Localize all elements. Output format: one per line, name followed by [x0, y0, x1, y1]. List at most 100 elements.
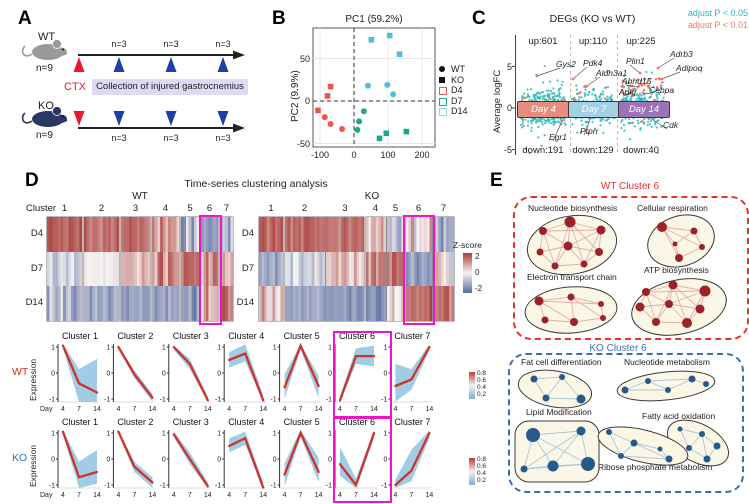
- lineplot-xtick: 4: [393, 492, 397, 499]
- lineplot-xtick: 4: [338, 492, 342, 499]
- membership-band: [63, 344, 97, 402]
- membership-colorbar: [469, 458, 475, 485]
- lineplot-ytick: 0: [273, 457, 277, 464]
- membership-colorbar: [469, 372, 475, 399]
- zscore-tick: 0: [475, 268, 480, 277]
- wt-heatmap-cluster-6: [201, 217, 218, 321]
- ko-heatmap-cluster-2: [284, 217, 325, 321]
- lineplot-ytick: -1: [49, 397, 55, 404]
- mean-expression-line: [61, 430, 99, 479]
- deg-ylabel: Average logFC: [492, 69, 503, 133]
- pca-point: [383, 130, 390, 137]
- heatmap-row: [152, 251, 179, 287]
- network-node: [559, 374, 565, 380]
- wt-heatmap-label: WT: [132, 191, 148, 202]
- pca-point: [324, 93, 331, 99]
- wt-row-label: D7: [30, 262, 43, 274]
- network-node: [534, 296, 544, 306]
- network-node: [672, 241, 678, 247]
- ko-cluster6-networks: [514, 369, 729, 483]
- deg-up-count: up:225: [626, 36, 656, 47]
- lineplot-ytick: -1: [160, 483, 166, 490]
- mean-expression-line: [283, 430, 320, 476]
- lineplot-xtick: 14: [149, 492, 157, 499]
- network-node: [699, 431, 705, 437]
- lineplot-ytick: 1: [383, 345, 387, 352]
- mouse-icon: [21, 39, 68, 60]
- pca-point: [368, 37, 375, 43]
- lineplot-ytick: 1: [383, 431, 387, 438]
- heatmap-row: [405, 217, 432, 252]
- lineplot-xtick: 4: [172, 492, 176, 499]
- go-term-label-cellular-respiration: Cellular respiration: [637, 203, 708, 213]
- gene-label-egr1: Egr1: [549, 132, 567, 142]
- heatmap-row: [433, 217, 454, 252]
- membership-tick: 0.8: [477, 370, 487, 377]
- pca-point: [386, 32, 393, 39]
- lineplot-xtick: 4: [116, 492, 120, 499]
- ko-cluster-number: 7: [440, 203, 447, 214]
- network-node: [551, 262, 559, 270]
- lineplot-ytick: 1: [162, 345, 166, 352]
- go-term-blob: [514, 420, 600, 483]
- zscore-label: Z-score: [453, 240, 482, 250]
- go-term-blob: [616, 370, 716, 402]
- heatmap-row: [121, 217, 150, 252]
- lineplot-xtick: 7: [409, 492, 413, 499]
- lineplot-ytick: 0: [273, 371, 277, 378]
- lineplot-xtick: 4: [283, 406, 287, 413]
- lineplot-xtick: 14: [370, 406, 378, 413]
- lineplot-xtick: 7: [243, 492, 247, 499]
- sample-n-label: n=3: [111, 133, 127, 143]
- heatmap-row: [365, 286, 386, 321]
- lineplot-xtick: 14: [93, 406, 101, 413]
- ko-row-label: D4: [241, 228, 254, 239]
- network-node: [635, 302, 645, 312]
- go-term-label-nucleotide-metabolism: Nucleotide metabolism: [624, 357, 710, 367]
- heatmap-row: [326, 286, 364, 321]
- heatmap-row: [387, 251, 404, 287]
- lineplot-xtick: 4: [61, 406, 65, 413]
- membership-band: [395, 430, 430, 488]
- wt-cluster6-lineplot-highlight: [333, 331, 392, 418]
- deg-up-count: up:601: [528, 36, 558, 47]
- pca-ytick: 50: [299, 53, 310, 64]
- heatmap-row: [84, 251, 119, 287]
- deg-ytick: 0: [506, 103, 512, 113]
- ko-cluster-number: 3: [342, 203, 348, 214]
- ko-row-label: D7: [241, 262, 254, 274]
- lineplot-xtick: 7: [299, 492, 303, 499]
- lineplot-xtick: 7: [409, 406, 413, 413]
- ko-cluster-number: 2: [301, 203, 308, 214]
- cluster-word: Cluster: [26, 203, 57, 214]
- pca-legend-marker: [439, 108, 447, 116]
- ko-cluster-number: 4: [372, 203, 379, 214]
- heatmap-row: [405, 286, 432, 321]
- lineplot-title: Cluster 3: [173, 331, 209, 341]
- deg-ytick: 5: [506, 61, 512, 72]
- heatmap-row: [326, 217, 364, 252]
- gene-label-adipoq: Adipoq: [676, 63, 703, 73]
- network-node: [699, 244, 705, 250]
- ko-cluster-number: 5: [392, 203, 399, 214]
- go-term-blob: [524, 286, 618, 334]
- gene-label-plin1: Plin1: [626, 56, 645, 66]
- ko-cluster6-lineplot-highlight: [333, 417, 392, 503]
- heatmap-row: [387, 217, 404, 252]
- wt-row-label: D14: [25, 297, 43, 309]
- pca-legend-label: D7: [451, 95, 463, 106]
- ko-heatmap-cluster-1: [259, 217, 283, 321]
- clustering-title: Time-series clustering analysis: [184, 178, 328, 190]
- lineplot-xtick: 7: [132, 492, 136, 499]
- lineplot-xtick: 7: [77, 406, 81, 413]
- gene-label-adig: Adig: [619, 87, 637, 97]
- mean-expression-line: [394, 431, 431, 487]
- heatmap-row: [181, 217, 199, 252]
- pca-point: [321, 114, 328, 121]
- lineplot-ytick: 1: [328, 431, 332, 438]
- lineplot-ytick: 0: [106, 371, 110, 378]
- lineplot-title: Cluster 5: [284, 417, 320, 427]
- wt-heatmap-cluster-4: [152, 217, 179, 321]
- wt-heatmap-cluster-7: [220, 217, 233, 321]
- day-axis-label: Day: [40, 406, 53, 413]
